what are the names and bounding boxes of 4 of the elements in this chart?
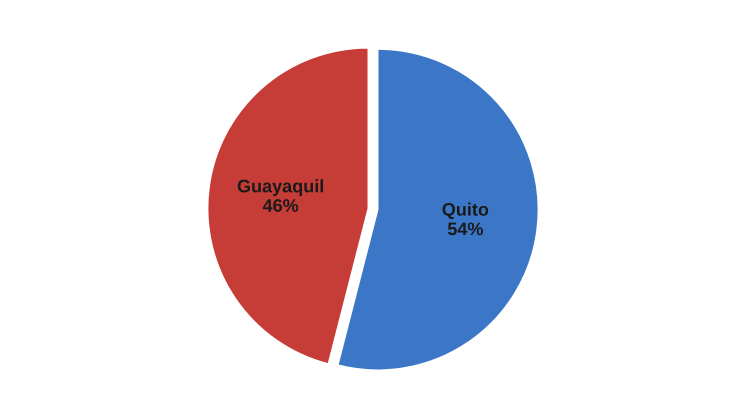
data-label: 54%	[448, 222, 483, 236]
slice-label: Guayaquil	[238, 179, 324, 196]
slice-label: Quito	[442, 202, 488, 220]
data-label: 46%	[262, 199, 298, 212]
